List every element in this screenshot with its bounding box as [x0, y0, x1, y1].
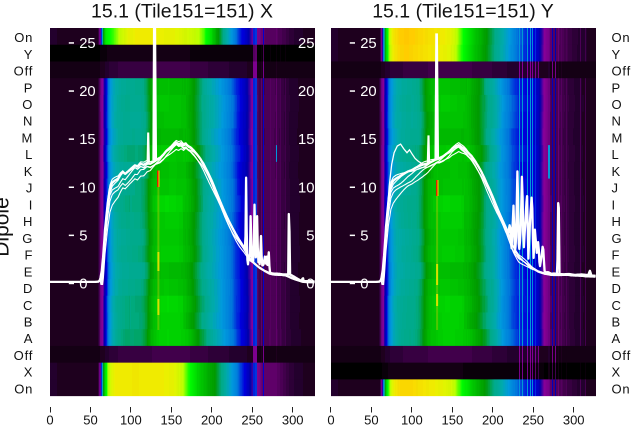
svg-text:0: 0 [306, 277, 314, 293]
svg-text:5: 5 [306, 228, 314, 244]
svg-text:5: 5 [79, 228, 87, 244]
svg-text:20: 20 [79, 84, 95, 100]
svg-text:0: 0 [79, 277, 87, 293]
svg-text:25: 25 [298, 36, 314, 52]
svg-text:15: 15 [298, 132, 314, 148]
svg-text:10: 10 [79, 180, 95, 196]
svg-text:15: 15 [79, 132, 95, 148]
svg-text:25: 25 [79, 36, 95, 52]
svg-text:20: 20 [298, 84, 314, 100]
svg-text:10: 10 [298, 180, 314, 196]
